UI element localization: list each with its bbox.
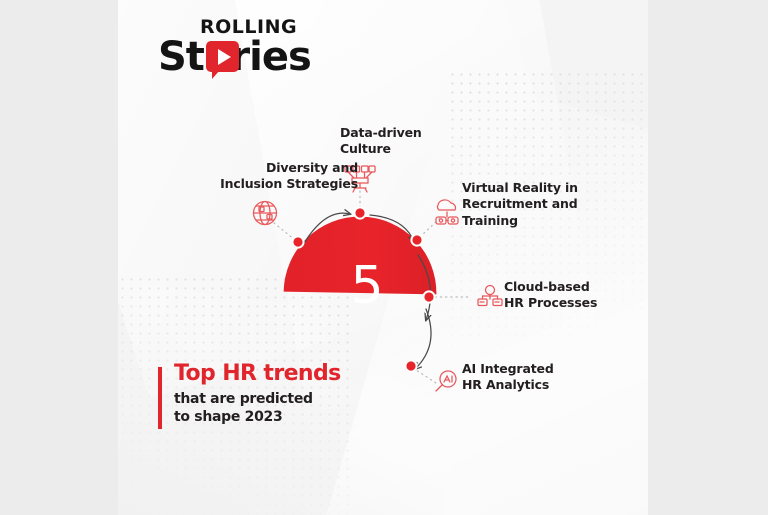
node-dot-data-driven[interactable] — [353, 206, 367, 220]
headline-title: Top HR trends — [174, 361, 341, 386]
label-diversity-and-inclusion-strategies: Diversity and Inclusion Strategies — [220, 160, 358, 192]
arrow-1-to-2 — [302, 213, 350, 246]
logo-wordmark-st: St — [158, 34, 205, 80]
label-virtual-reality-in-recruitment-and-training: Virtual Reality in Recruitment and Train… — [462, 180, 578, 228]
magnifier-ai-icon — [435, 370, 457, 392]
label-ai-integrated-hr-analytics: AI Integrated HR Analytics — [462, 361, 554, 393]
logo-wordmark-stories: Stories — [158, 34, 312, 80]
flow-node-dots — [291, 206, 436, 373]
leader-lines — [267, 187, 471, 384]
hr-trends-flow-diagram: 5 — [252, 165, 503, 392]
leader-line-diversity — [267, 217, 296, 241]
leader-line-virtual-reality — [419, 217, 441, 238]
vr-headset-icon — [435, 199, 459, 225]
globe-diversity-icon — [252, 200, 278, 226]
headline-subtitle: that are predicted to shape 2023 — [174, 391, 313, 426]
node-dot-virtual-reality[interactable] — [410, 233, 424, 247]
play-triangle-icon — [218, 49, 231, 65]
network-hierarchy-icon — [344, 165, 376, 193]
center-number: 5 — [350, 256, 383, 316]
brand-logo: ROLLING Stories — [158, 18, 358, 84]
node-dot-cloud-hr[interactable] — [422, 290, 436, 304]
logo-wordmark-ries: ries — [230, 34, 311, 80]
logo-wordmark-rolling: ROLLING — [200, 16, 298, 38]
headline-accent-bar — [158, 367, 162, 429]
poster-canvas: ROLLING Stories 5 — [118, 0, 648, 515]
center-half-circle: 5 — [283, 216, 437, 316]
label-cloud-based-hr-processes: Cloud-based HR Processes — [504, 279, 598, 311]
label-data-driven-culture: Data-driven Culture — [340, 125, 422, 157]
node-dot-ai-analytics[interactable] — [404, 359, 418, 373]
leader-line-ai-analytics — [412, 367, 437, 384]
node-dot-diversity[interactable] — [291, 235, 305, 249]
arrow-4-to-5 — [415, 308, 432, 369]
cloud-server-icon — [477, 284, 503, 307]
